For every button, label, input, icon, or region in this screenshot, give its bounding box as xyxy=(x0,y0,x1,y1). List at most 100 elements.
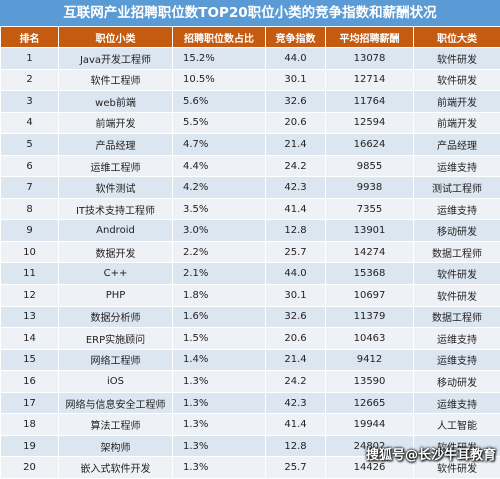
table-cell: 24.2 xyxy=(266,155,326,177)
table-cell: 运维支持 xyxy=(414,328,500,350)
table-cell: 9 xyxy=(1,220,59,242)
table-cell: 1.5% xyxy=(173,328,266,350)
table-cell: 5.6% xyxy=(173,91,266,113)
table-cell: 前端开发 xyxy=(414,91,500,113)
table-cell: 数据开发 xyxy=(59,241,173,263)
table-cell: 30.1 xyxy=(266,285,326,307)
table-cell: 16 xyxy=(1,371,59,393)
table-cell: 11 xyxy=(1,263,59,285)
column-header: 平均招聘薪酬 xyxy=(326,27,414,48)
table-cell: 44.0 xyxy=(266,263,326,285)
table-cell: 1 xyxy=(1,48,59,70)
table-cell: 3.5% xyxy=(173,198,266,220)
table-cell: 24.2 xyxy=(266,371,326,393)
column-header: 排名 xyxy=(1,27,59,48)
table-cell: 1.6% xyxy=(173,306,266,328)
table-cell: 2.2% xyxy=(173,241,266,263)
table-cell: 软件研发 xyxy=(414,48,500,70)
table-cell: 1.3% xyxy=(173,457,266,479)
table-cell: 25.7 xyxy=(266,457,326,479)
table-cell: 20.6 xyxy=(266,112,326,134)
table-cell: PHP xyxy=(59,285,173,307)
table-cell: 5.5% xyxy=(173,112,266,134)
table-cell: 10 xyxy=(1,241,59,263)
table-cell: 32.6 xyxy=(266,306,326,328)
table-cell: 2 xyxy=(1,69,59,91)
table-cell: 软件研发 xyxy=(414,69,500,91)
table-cell: 9855 xyxy=(326,155,414,177)
table-cell: 1.4% xyxy=(173,349,266,371)
table-cell: 15 xyxy=(1,349,59,371)
table-cell: 25.7 xyxy=(266,241,326,263)
table-cell: 41.4 xyxy=(266,414,326,436)
table-cell: 产品经理 xyxy=(59,134,173,156)
table-cell: 1.3% xyxy=(173,414,266,436)
table-cell: 18 xyxy=(1,414,59,436)
table-cell: 10463 xyxy=(326,328,414,350)
table-cell: 15.2% xyxy=(173,48,266,70)
table-cell: 21.4 xyxy=(266,349,326,371)
table-cell: 软件研发 xyxy=(414,285,500,307)
column-header: 竞争指数 xyxy=(266,27,326,48)
table-cell: 数据工程师 xyxy=(414,306,500,328)
table-cell: 运维工程师 xyxy=(59,155,173,177)
table-cell: 运维支持 xyxy=(414,198,500,220)
table-cell: 9938 xyxy=(326,177,414,199)
table-cell: 4.2% xyxy=(173,177,266,199)
table-cell: 21.4 xyxy=(266,134,326,156)
table-cell: C++ xyxy=(59,263,173,285)
table-cell: 架构师 xyxy=(59,435,173,457)
table-cell: 16624 xyxy=(326,134,414,156)
table-cell: 网络工程师 xyxy=(59,349,173,371)
table-cell: 2.1% xyxy=(173,263,266,285)
table-cell: Android xyxy=(59,220,173,242)
table-cell: 前端开发 xyxy=(414,112,500,134)
table-cell: 9412 xyxy=(326,349,414,371)
table-cell: 10.5% xyxy=(173,69,266,91)
table-cell: 软件测试 xyxy=(59,177,173,199)
table-cell: 移动研发 xyxy=(414,220,500,242)
table-cell: 32.6 xyxy=(266,91,326,113)
table-cell: 1.3% xyxy=(173,435,266,457)
column-header: 职位大类 xyxy=(414,27,500,48)
table-cell: 20 xyxy=(1,457,59,479)
table-cell: 算法工程师 xyxy=(59,414,173,436)
header-row: 排名 职位小类 招聘职位数占比 竞争指数 平均招聘薪酬 职位大类 xyxy=(1,27,500,48)
table-cell: 前端开发 xyxy=(59,112,173,134)
table-cell: 15368 xyxy=(326,263,414,285)
watermark: 搜狐号@长沙牛耳教育 xyxy=(366,444,496,463)
table-cell: 14274 xyxy=(326,241,414,263)
table-cell: 12.8 xyxy=(266,220,326,242)
table-cell: Java开发工程师 xyxy=(59,48,173,70)
table-cell: 3.0% xyxy=(173,220,266,242)
table-cell: 13 xyxy=(1,306,59,328)
table-cell: 测试工程师 xyxy=(414,177,500,199)
table-cell: 12.8 xyxy=(266,435,326,457)
table-cell: 数据分析师 xyxy=(59,306,173,328)
table-cell: 软件工程师 xyxy=(59,69,173,91)
table-cell: 7 xyxy=(1,177,59,199)
table-cell: 11379 xyxy=(326,306,414,328)
table-cell: 44.0 xyxy=(266,48,326,70)
table-cell: 12665 xyxy=(326,392,414,414)
table-cell: 14 xyxy=(1,328,59,350)
table-cell: 4.4% xyxy=(173,155,266,177)
table-cell: 运维支持 xyxy=(414,155,500,177)
table-cell: 10697 xyxy=(326,285,414,307)
table-cell: 5 xyxy=(1,134,59,156)
